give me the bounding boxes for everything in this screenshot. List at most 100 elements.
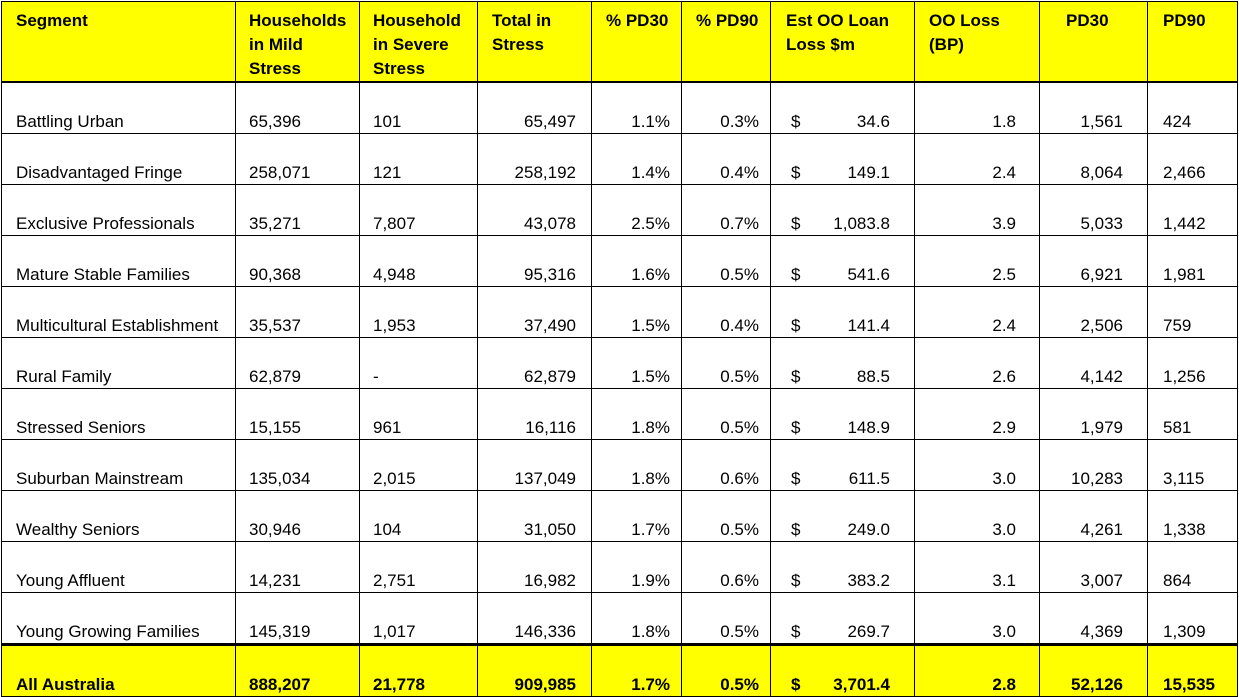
table-row: Exclusive Professionals 35,271 7,807 43,078… (1, 184, 1238, 236)
header-row: Segment Households in Mild Stress Househ… (1, 1, 1238, 83)
header-oo-loss-bp: OO Loss (BP) (914, 1, 1040, 83)
currency-symbol: $ (791, 112, 801, 131)
cell-pd30: 3,007 (1039, 541, 1148, 593)
cell-severe-stress: 1,017 (359, 592, 478, 645)
cell-mild-stress: 258,071 (235, 133, 360, 185)
currency-symbol: $ (791, 367, 801, 386)
cell-segment: Multicultural Establishment (1, 286, 236, 338)
table-row: Stressed Seniors 15,155 961 16,116 1.8% 0.5% $… (1, 388, 1238, 440)
cell-severe-stress: 104 (359, 490, 478, 542)
cell-pct-pd30: 1.7% (591, 490, 682, 542)
cell-segment: Stressed Seniors (1, 388, 236, 440)
cell-total-stress: 31,050 (477, 490, 592, 542)
cell-pd30: 4,261 (1039, 490, 1148, 542)
cell-severe-stress: 121 (359, 133, 478, 185)
cell-severe-stress: - (359, 337, 478, 389)
cell-pd30: 5,033 (1039, 184, 1148, 236)
loan-loss-amount: 34.6 (856, 112, 890, 131)
cell-pct-pd30: 1.5% (591, 286, 682, 338)
cell-pct-pd30: 2.5% (591, 184, 682, 236)
currency-symbol: $ (791, 316, 801, 335)
cell-total-stress: 16,116 (477, 388, 592, 440)
table-row: Disadvantaged Fringe 258,071 121 258,192 1.4… (1, 133, 1238, 185)
cell-loan-loss: $88.5 (770, 337, 915, 389)
cell-pct-pd30: 1.6% (591, 235, 682, 287)
cell-pct-pd90: 0.5% (681, 337, 771, 389)
cell-severe-stress: 1,953 (359, 286, 478, 338)
header-segment: Segment (1, 1, 236, 83)
cell-loan-loss: $541.6 (770, 235, 915, 287)
cell-pct-pd30: 1.4% (591, 133, 682, 185)
cell-severe-stress: 961 (359, 388, 478, 440)
loan-loss-amount: 611.5 (848, 469, 890, 488)
cell-pct-pd90: 0.7% (681, 184, 771, 236)
cell-segment: Mature Stable Families (1, 235, 236, 287)
cell-loan-loss: $249.0 (770, 490, 915, 542)
cell-severe-stress: 7,807 (359, 184, 478, 236)
header-loan-loss: Est OO Loan Loss $m (770, 1, 915, 83)
cell-pd90: 1,256 (1147, 337, 1238, 389)
cell-pd30: 4,142 (1039, 337, 1148, 389)
cell-loan-loss: $141.4 (770, 286, 915, 338)
cell-segment: Rural Family (1, 337, 236, 389)
cell-pd90: 1,981 (1147, 235, 1238, 287)
header-pd30: PD30 (1039, 1, 1148, 83)
cell-pd30: 1,561 (1039, 81, 1148, 134)
cell-mild-stress: 65,396 (235, 81, 360, 134)
cell-pct-pd90: 0.4% (681, 133, 771, 185)
total-row: All Australia 888,207 21,778 909,985 1.7% 0.5… (1, 643, 1238, 697)
cell-pd90: 864 (1147, 541, 1238, 593)
currency-symbol: $ (791, 265, 801, 284)
table-row: Young Growing Families 145,319 1,017 146,33… (1, 592, 1238, 645)
loan-loss-amount: 383.2 (847, 571, 890, 590)
loan-loss-amount: 141.4 (847, 316, 890, 335)
cell-severe-stress: 4,948 (359, 235, 478, 287)
cell-loan-loss: $269.7 (770, 592, 915, 645)
cell-mild-stress: 135,034 (235, 439, 360, 491)
cell-pd90: 424 (1147, 81, 1238, 134)
loan-loss-amount: 3,701.4 (833, 675, 890, 694)
header-pct-pd90: % PD90 (681, 1, 771, 83)
table-row: Multicultural Establishment 35,537 1,953 37… (1, 286, 1238, 338)
cell-severe-stress: 2,015 (359, 439, 478, 491)
cell-pct-pd90: 0.4% (681, 286, 771, 338)
cell-total-stress: 43,078 (477, 184, 592, 236)
cell-severe-stress: 21,778 (359, 643, 478, 697)
cell-pct-pd90: 0.5% (681, 592, 771, 645)
cell-mild-stress: 35,537 (235, 286, 360, 338)
cell-loan-loss: $3,701.4 (770, 643, 915, 697)
cell-pd30: 52,126 (1039, 643, 1148, 697)
cell-mild-stress: 145,319 (235, 592, 360, 645)
loan-loss-amount: 88.5 (856, 367, 890, 386)
cell-mild-stress: 90,368 (235, 235, 360, 287)
table-body: Battling Urban 65,396 101 65,497 1.1% 0.3% $34… (1, 81, 1238, 697)
cell-oo-loss-bp: 3.9 (914, 184, 1040, 236)
loan-loss-amount: 249.0 (847, 520, 890, 539)
cell-pct-pd30: 1.8% (591, 592, 682, 645)
cell-pd90: 1,309 (1147, 592, 1238, 645)
cell-pct-pd30: 1.8% (591, 388, 682, 440)
cell-severe-stress: 101 (359, 81, 478, 134)
cell-pd30: 10,283 (1039, 439, 1148, 491)
currency-symbol: $ (791, 469, 801, 488)
loan-loss-amount: 541.6 (847, 265, 890, 284)
cell-segment: Battling Urban (1, 81, 236, 134)
header-mild-stress: Households in Mild Stress (235, 1, 360, 83)
cell-segment: Disadvantaged Fringe (1, 133, 236, 185)
cell-pct-pd90: 0.6% (681, 541, 771, 593)
cell-pd30: 6,921 (1039, 235, 1148, 287)
cell-total-stress: 95,316 (477, 235, 592, 287)
cell-mild-stress: 14,231 (235, 541, 360, 593)
table-row: Mature Stable Families 90,368 4,948 95,316 1… (1, 235, 1238, 287)
cell-mild-stress: 888,207 (235, 643, 360, 697)
table-row: Young Affluent 14,231 2,751 16,982 1.9% 0.6% $… (1, 541, 1238, 593)
cell-oo-loss-bp: 1.8 (914, 81, 1040, 134)
cell-pd90: 1,338 (1147, 490, 1238, 542)
cell-total-stress: 65,497 (477, 81, 592, 134)
table-row: Rural Family 62,879-62,879 1.5% 0.5% $88.5 2.… (1, 337, 1238, 389)
cell-total-stress: 146,336 (477, 592, 592, 645)
loan-loss-amount: 269.7 (847, 622, 890, 641)
currency-symbol: $ (791, 418, 801, 437)
cell-total-stress: 258,192 (477, 133, 592, 185)
cell-oo-loss-bp: 3.1 (914, 541, 1040, 593)
